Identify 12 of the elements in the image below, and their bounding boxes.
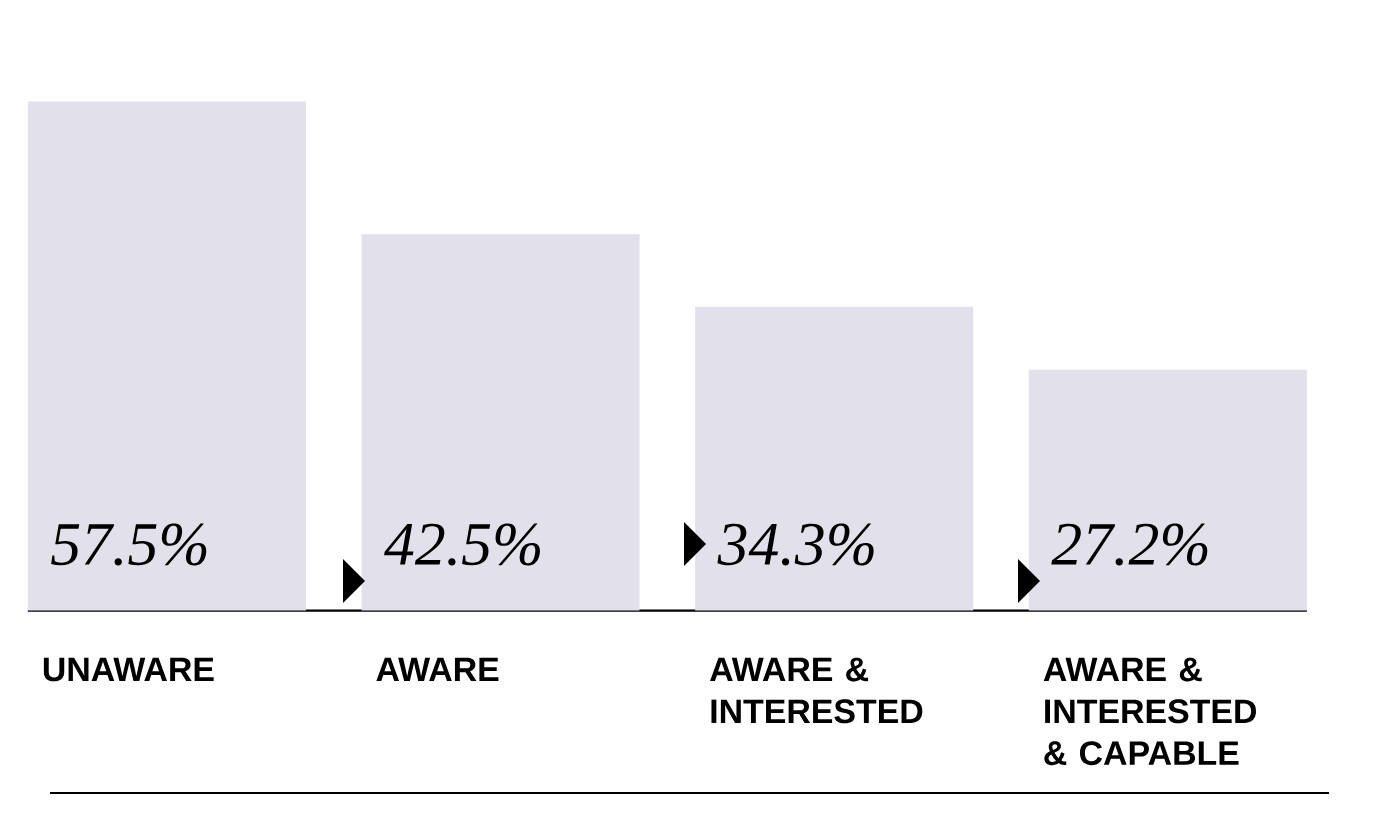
bar <box>695 306 974 611</box>
data-label: 57.5% <box>51 523 207 566</box>
x-tick-label: AWARE <box>376 657 499 681</box>
bar <box>361 234 640 611</box>
data-label: 27.2% <box>1051 523 1208 566</box>
x-tick-label: AWARE & INTERESTED <box>710 657 923 724</box>
data-label: 34.3% <box>717 523 874 566</box>
data-label: 42.5% <box>384 523 540 566</box>
bar <box>27 101 306 611</box>
x-tick-label: AWARE & INTERESTED & CAPABLE <box>1043 657 1256 766</box>
bar <box>1028 369 1307 611</box>
x-tick-label: UNAWARE <box>43 657 214 682</box>
